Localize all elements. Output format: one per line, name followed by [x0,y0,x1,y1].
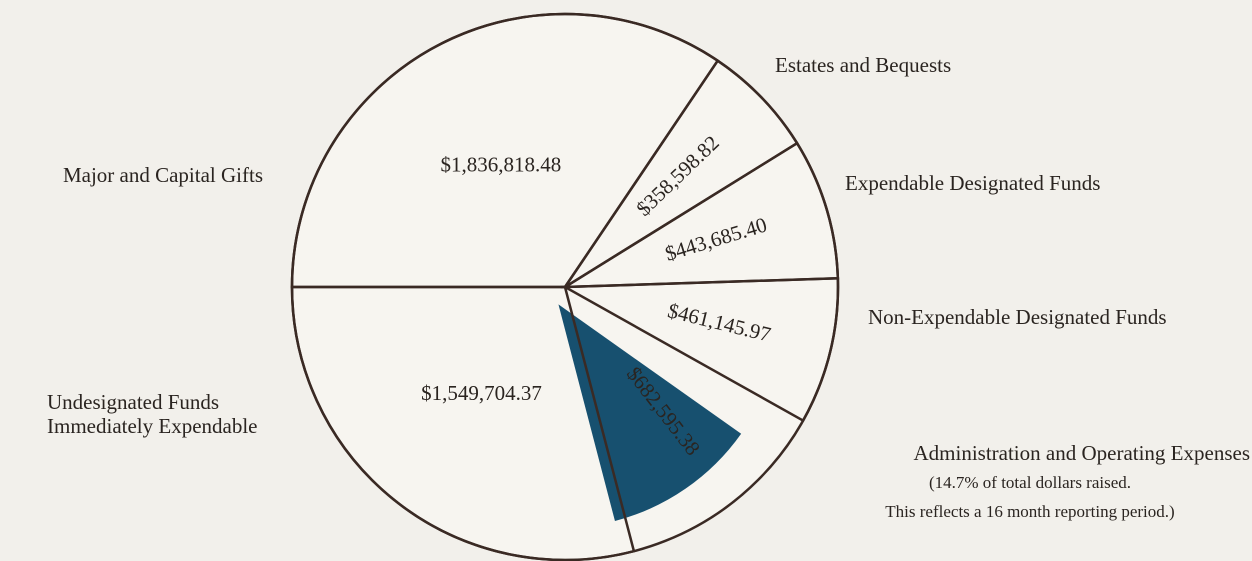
pie-slice [558,304,742,522]
value-label: $1,836,818.48 [441,152,562,176]
category-label: Expendable Designated Funds [845,171,1100,195]
category-label: Estates and Bequests [775,53,951,77]
pie-slice [563,58,799,289]
note: This reflects a 16 month reporting perio… [885,502,1174,521]
pie-slice [560,141,840,289]
pie-slice [290,12,720,289]
note: (14.7% of total dollars raised. [929,473,1131,492]
pie-slice [560,276,840,423]
category-label: Non-Expendable Designated Funds [868,305,1167,329]
pie-slice [290,285,636,561]
value-label: $1,549,704.37 [421,381,542,405]
category-label-box: Undesignated Funds Immediately Expendabl… [47,390,258,438]
category-label: Administration and Operating Expenses [913,441,1250,465]
category-label: Major and Capital Gifts [63,163,263,187]
category-label: Undesignated Funds Immediately Expendabl… [47,390,258,438]
